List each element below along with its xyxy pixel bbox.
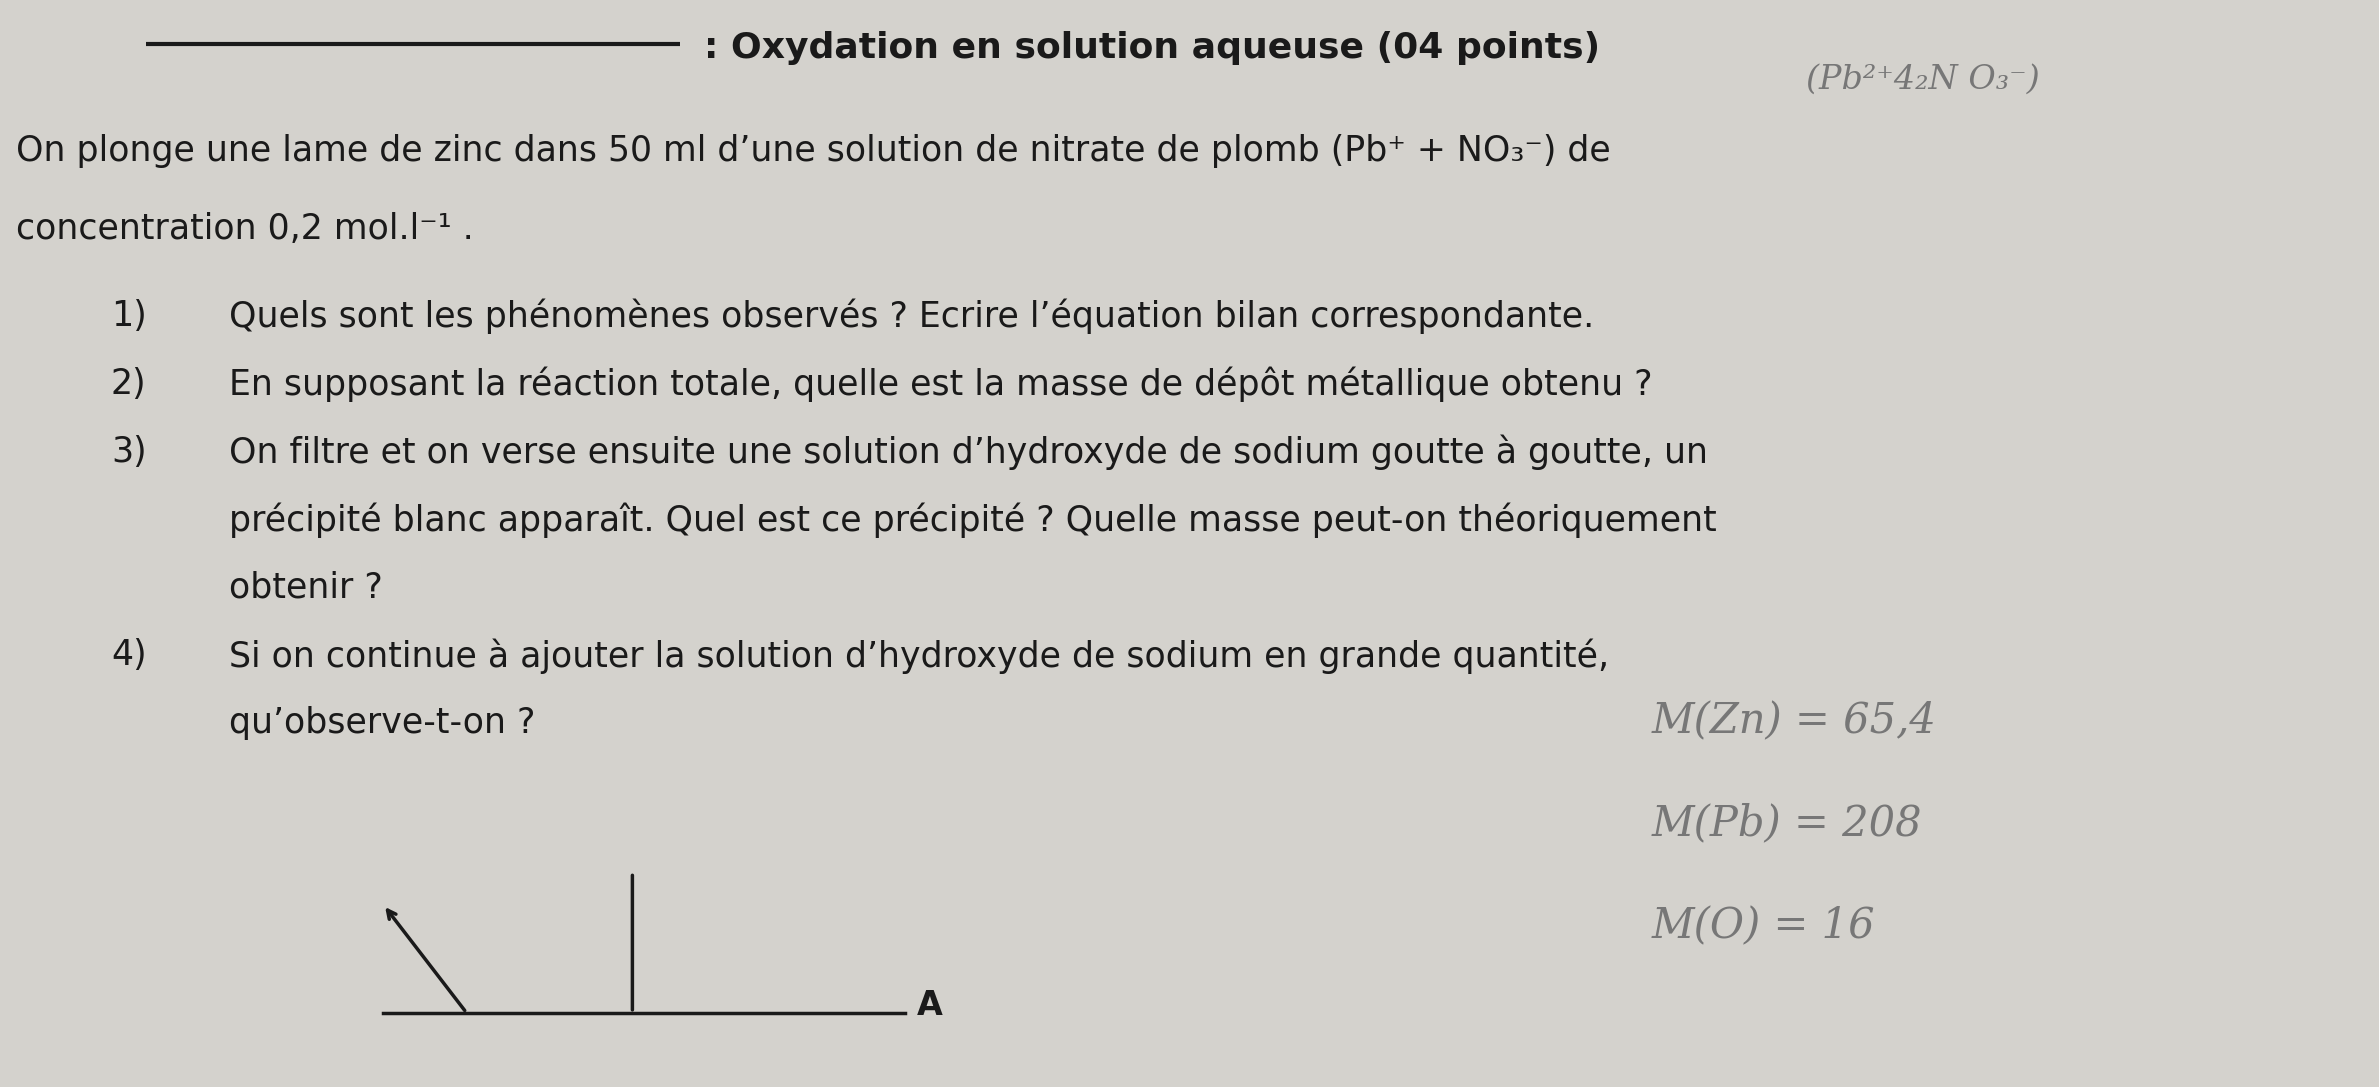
Text: 3): 3) [112, 435, 147, 468]
Text: 1): 1) [112, 299, 147, 333]
Text: Quels sont les phénomènes observés ? Ecrire l’équation bilan correspondante.: Quels sont les phénomènes observés ? Ecr… [228, 299, 1594, 334]
Text: M(O) = 16: M(O) = 16 [1651, 904, 1875, 947]
Text: En supposant la réaction totale, quelle est la masse de dépôt métallique obtenu : En supposant la réaction totale, quelle … [228, 366, 1653, 402]
Text: Si on continue à ajouter la solution d’hydroxyde de sodium en grande quantité,: Si on continue à ajouter la solution d’h… [228, 638, 1611, 674]
Text: 2): 2) [112, 366, 147, 401]
Text: 4): 4) [112, 638, 147, 673]
Text: M(Pb) = 208: M(Pb) = 208 [1651, 802, 1922, 845]
Text: obtenir ?: obtenir ? [228, 571, 383, 604]
Text: (Pb²⁺4₂N O₃⁻): (Pb²⁺4₂N O₃⁻) [1806, 63, 2039, 96]
Text: : Oxydation en solution aqueuse (04 points): : Oxydation en solution aqueuse (04 poin… [704, 32, 1599, 65]
Text: On filtre et on verse ensuite une solution d’hydroxyde de sodium goutte à goutte: On filtre et on verse ensuite une soluti… [228, 435, 1708, 470]
Text: précipité blanc apparaît. Quel est ce précipité ? Quelle masse peut-on théorique: précipité blanc apparaît. Quel est ce pr… [228, 502, 1718, 538]
Text: qu’observe-t-on ?: qu’observe-t-on ? [228, 707, 535, 740]
Text: On plonge une lame de zinc dans 50 ml d’une solution de nitrate de plomb (Pb⁺ + : On plonge une lame de zinc dans 50 ml d’… [17, 134, 1611, 167]
Text: M(Zn) = 65,4: M(Zn) = 65,4 [1651, 700, 1937, 742]
Text: concentration 0,2 mol.l⁻¹ .: concentration 0,2 mol.l⁻¹ . [17, 212, 473, 247]
Text: A: A [916, 989, 942, 1022]
